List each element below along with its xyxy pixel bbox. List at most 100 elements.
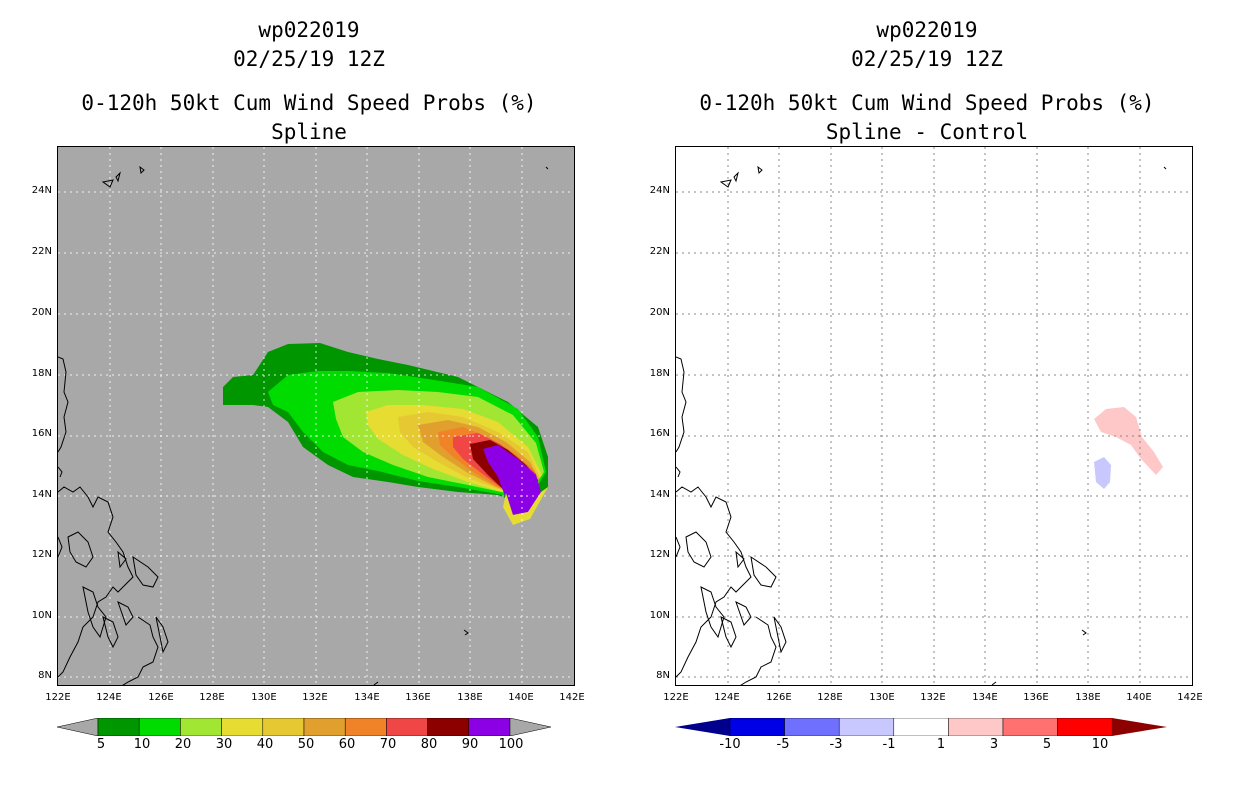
colorbar-cell bbox=[180, 718, 222, 736]
probability-map bbox=[57, 146, 575, 686]
graticule bbox=[676, 147, 1192, 685]
colorbar-cell bbox=[784, 718, 840, 736]
lat-label: 14N bbox=[31, 489, 52, 500]
colorbar-cell bbox=[427, 718, 470, 736]
colorbar-cell bbox=[948, 718, 1004, 736]
product-title: 0-120h 50kt Cum Wind Speed Probs (%) bbox=[81, 91, 537, 115]
storm-id: wp022019 bbox=[258, 18, 360, 42]
lon-label: 142E bbox=[1177, 692, 1203, 703]
colorbar-cell bbox=[729, 718, 785, 736]
colorbar-label: 20 bbox=[174, 737, 192, 752]
init-time: 02/25/19 12Z bbox=[233, 47, 385, 71]
lat-label: 20N bbox=[649, 307, 670, 318]
lat-label: 24N bbox=[31, 185, 52, 196]
colorbar-cell bbox=[97, 718, 140, 736]
lat-label: 12N bbox=[649, 549, 670, 560]
lon-label: 132E bbox=[302, 692, 328, 703]
probability-contours bbox=[223, 343, 548, 525]
colorbar-cell bbox=[138, 718, 181, 736]
colorbar-label: 90 bbox=[461, 737, 479, 752]
colorbar-label: 60 bbox=[338, 737, 356, 752]
colorbar-label: -10 bbox=[719, 737, 741, 752]
lon-label: 128E bbox=[199, 692, 225, 703]
colorbar-cell bbox=[221, 718, 264, 736]
lon-label: 138E bbox=[1075, 692, 1101, 703]
colorbar-label: -3 bbox=[829, 737, 843, 752]
lat-label: 18N bbox=[31, 368, 52, 379]
lon-label: 132E bbox=[920, 692, 946, 703]
colorbar-label: 3 bbox=[989, 737, 999, 752]
probability-map-svg bbox=[58, 147, 574, 685]
lon-label: 136E bbox=[405, 692, 431, 703]
colorbar-label: 5 bbox=[96, 737, 106, 752]
lon-label: 124E bbox=[96, 692, 122, 703]
colorbar-label: 30 bbox=[215, 737, 233, 752]
coastline bbox=[676, 165, 1167, 685]
colorbar-label: 1 bbox=[936, 737, 946, 752]
lon-label: 140E bbox=[508, 692, 534, 703]
colorbar-cell bbox=[303, 718, 346, 736]
coastline bbox=[58, 165, 549, 685]
graticule bbox=[58, 147, 574, 685]
lon-label: 134E bbox=[354, 692, 380, 703]
colorbar-cell bbox=[1002, 718, 1058, 736]
lon-label: 126E bbox=[148, 692, 174, 703]
storm-id: wp022019 bbox=[876, 18, 978, 42]
colorbar-cell bbox=[344, 718, 387, 736]
lon-label: 122E bbox=[663, 692, 689, 703]
colorbar-cell bbox=[262, 718, 305, 736]
lon-label: 142E bbox=[559, 692, 585, 703]
colorbar-label: 5 bbox=[1042, 737, 1052, 752]
spline-panel: wp022019 02/25/19 12Z 0-120h 50kt Cum Wi… bbox=[31, 18, 585, 752]
panel-subtitle: Spline - Control bbox=[825, 120, 1029, 144]
lon-label: 124E bbox=[714, 692, 740, 703]
lon-label: 138E bbox=[457, 692, 483, 703]
colorbar-cell bbox=[468, 718, 511, 736]
colorbar-label: 100 bbox=[498, 737, 524, 752]
colorbar-end-low bbox=[675, 718, 730, 736]
colorbar-label: -5 bbox=[776, 737, 790, 752]
colorbar-label: 10 bbox=[133, 737, 151, 752]
lat-label: 8N bbox=[38, 670, 52, 681]
lat-label: 10N bbox=[31, 610, 52, 621]
panel-subtitle: Spline bbox=[271, 120, 347, 144]
lat-label: 18N bbox=[649, 368, 670, 379]
lat-label: 14N bbox=[649, 489, 670, 500]
product-title: 0-120h 50kt Cum Wind Speed Probs (%) bbox=[699, 91, 1155, 115]
difference-map-svg bbox=[676, 147, 1192, 685]
probability-colorbar bbox=[57, 718, 552, 736]
lon-label: 140E bbox=[1126, 692, 1152, 703]
difference-map bbox=[675, 146, 1193, 686]
lon-label: 122E bbox=[45, 692, 71, 703]
lon-label: 130E bbox=[251, 692, 277, 703]
lon-label: 134E bbox=[972, 692, 998, 703]
colorbar-cell bbox=[838, 718, 895, 736]
colorbar-label: 50 bbox=[297, 737, 315, 752]
lat-label: 20N bbox=[31, 307, 52, 318]
lat-label: 16N bbox=[649, 428, 670, 439]
colorbar-cell bbox=[893, 718, 949, 736]
difference-colorbar bbox=[675, 718, 1167, 736]
lat-label: 16N bbox=[31, 428, 52, 439]
lon-label: 136E bbox=[1023, 692, 1049, 703]
lon-label: 130E bbox=[869, 692, 895, 703]
colorbar-label: -1 bbox=[882, 737, 896, 752]
lon-label: 126E bbox=[766, 692, 792, 703]
colorbar-label: 70 bbox=[379, 737, 397, 752]
difference-panel: wp022019 02/25/19 12Z 0-120h 50kt Cum Wi… bbox=[618, 0, 1236, 800]
lat-label: 22N bbox=[649, 246, 670, 257]
lat-label: 12N bbox=[31, 549, 52, 560]
lon-label: 128E bbox=[817, 692, 843, 703]
colorbar-cell bbox=[386, 718, 428, 736]
colorbar-label: 10 bbox=[1091, 737, 1109, 752]
difference-contours bbox=[1094, 407, 1163, 489]
colorbar-cell bbox=[1057, 718, 1113, 736]
init-time: 02/25/19 12Z bbox=[851, 47, 1003, 71]
colorbar-label: 40 bbox=[256, 737, 274, 752]
colorbar-end-high bbox=[1112, 718, 1167, 736]
colorbar-label: 80 bbox=[420, 737, 438, 752]
lat-label: 24N bbox=[649, 185, 670, 196]
lat-label: 10N bbox=[649, 610, 670, 621]
lat-label: 22N bbox=[31, 246, 52, 257]
lat-label: 8N bbox=[656, 670, 670, 681]
